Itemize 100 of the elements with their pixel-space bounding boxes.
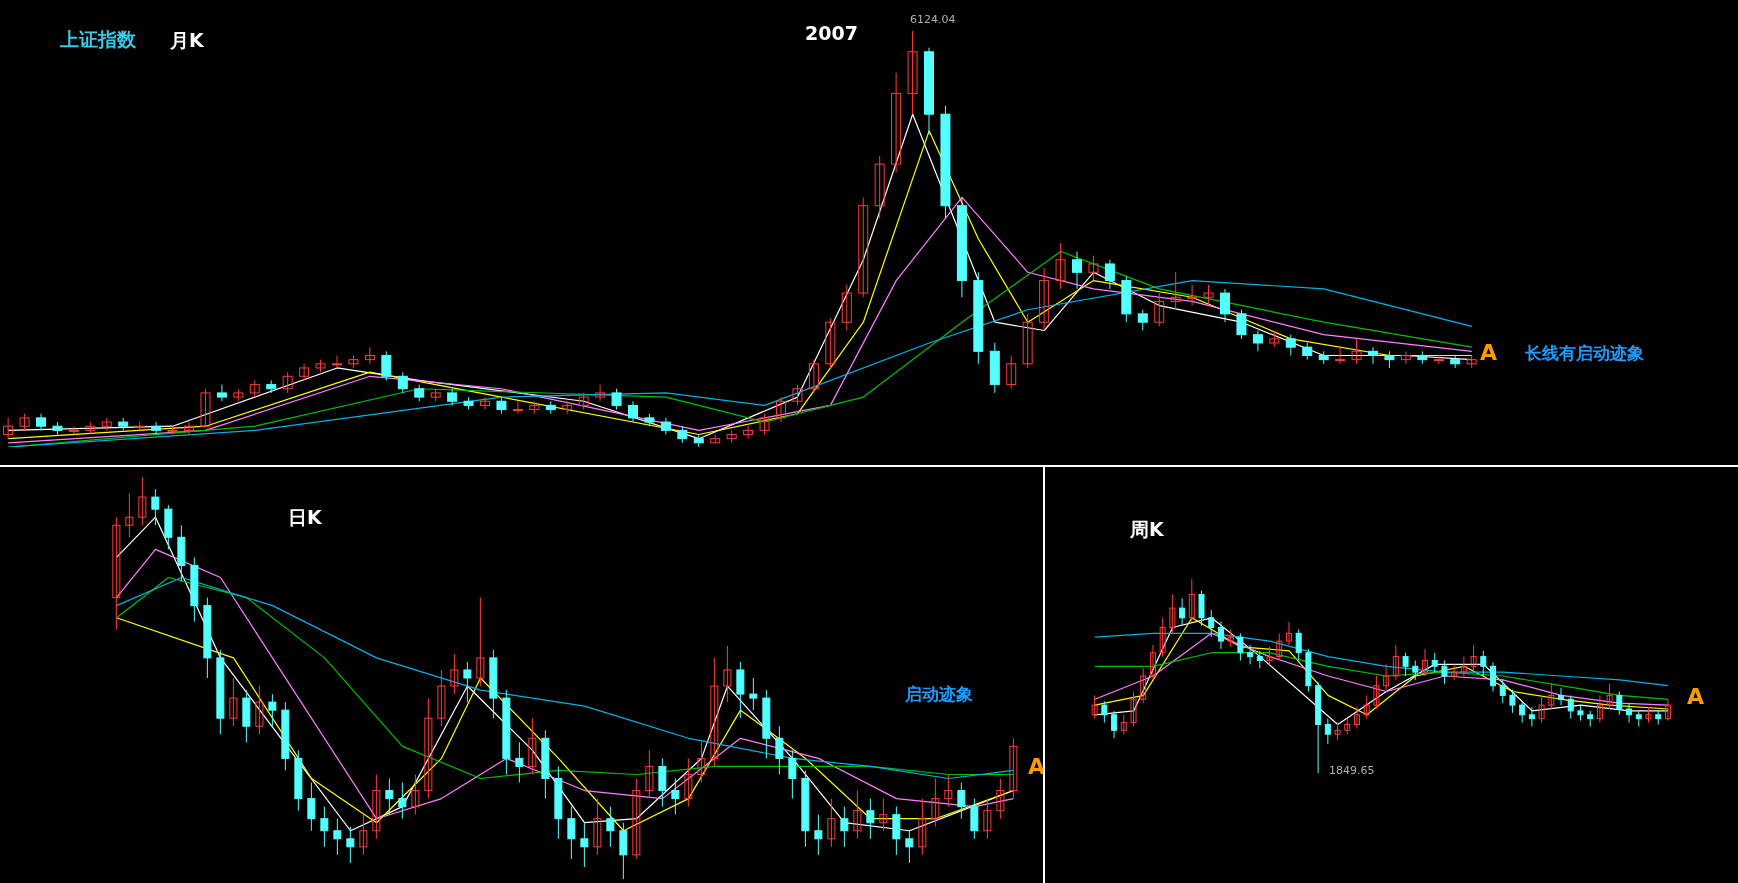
candlestick xyxy=(1368,346,1379,365)
candlestick xyxy=(1490,661,1497,693)
candlestick xyxy=(1154,292,1165,327)
candlestick xyxy=(512,400,523,415)
candlestick xyxy=(1441,659,1448,685)
candlestick xyxy=(476,597,485,687)
candlestick xyxy=(1276,632,1283,661)
candlestick xyxy=(891,72,902,173)
annotation: 2007 xyxy=(805,22,858,44)
candlestick xyxy=(788,749,797,800)
candlestick xyxy=(611,388,622,411)
candlestick xyxy=(480,396,491,411)
chart-subtitle: 月K xyxy=(170,29,204,51)
candlestick xyxy=(907,31,918,115)
text: A xyxy=(1687,684,1705,709)
candlestick xyxy=(1351,338,1362,365)
candlestick xyxy=(792,384,803,406)
candlestick xyxy=(1285,334,1296,356)
candlestick xyxy=(1198,590,1205,627)
text: A xyxy=(1480,340,1498,365)
candlestick xyxy=(858,196,869,298)
candlestick xyxy=(1237,632,1244,661)
candlestick xyxy=(606,806,615,848)
candlestick xyxy=(1499,679,1506,704)
candlestick xyxy=(1252,330,1263,352)
candlestick xyxy=(398,782,407,820)
candlestick xyxy=(229,677,238,727)
candlestick xyxy=(1088,255,1099,282)
candlestick xyxy=(1538,694,1545,724)
candlestick xyxy=(333,818,342,856)
candlestick xyxy=(697,741,706,784)
candlestick xyxy=(710,657,719,767)
annotation: 启动迹象 xyxy=(905,684,973,704)
candlestick xyxy=(628,400,639,423)
text: A xyxy=(1028,754,1046,779)
candlestick xyxy=(1220,288,1231,323)
candlestick xyxy=(1373,675,1380,710)
candlestick xyxy=(1149,644,1156,681)
candlestick xyxy=(1431,652,1438,673)
candlestick xyxy=(1383,663,1390,691)
candlestick xyxy=(1480,650,1487,677)
candlestick xyxy=(775,725,784,775)
candlestick xyxy=(671,778,680,816)
candlestick xyxy=(463,661,472,703)
candlestick xyxy=(1159,617,1166,658)
candlestick xyxy=(814,814,823,856)
candlestick xyxy=(299,363,310,381)
candlestick xyxy=(632,778,641,860)
candlestick xyxy=(1626,702,1633,724)
candlestick xyxy=(840,806,849,848)
candlestick xyxy=(184,421,195,436)
candlestick xyxy=(1130,691,1137,727)
candlestick xyxy=(1039,267,1050,332)
candlestick xyxy=(580,822,589,868)
candlestick xyxy=(397,371,408,394)
candlestick xyxy=(593,798,602,856)
candlestick xyxy=(1558,687,1565,706)
candlestick xyxy=(1208,609,1215,638)
candlestick xyxy=(529,400,540,415)
candlestick xyxy=(1169,594,1176,634)
candlestick xyxy=(808,359,819,394)
candlestick xyxy=(1203,284,1214,307)
candlestick xyxy=(364,346,375,365)
candlestick xyxy=(1091,694,1098,720)
candlestick xyxy=(372,773,381,840)
candlestick xyxy=(282,371,293,394)
candlestick xyxy=(1022,313,1033,369)
candlestick xyxy=(1236,309,1247,340)
annotation: 1849.65 xyxy=(1329,764,1375,777)
candlestick xyxy=(307,782,316,832)
candlestick xyxy=(1247,644,1254,665)
candlestick xyxy=(841,284,852,332)
candlestick xyxy=(1509,689,1516,714)
candlestick xyxy=(437,669,446,727)
candlestick xyxy=(853,790,862,840)
text: 日K xyxy=(288,506,322,528)
candlestick xyxy=(1285,621,1292,646)
candlestick xyxy=(1466,354,1477,369)
candlestick xyxy=(759,413,770,436)
candlestick xyxy=(1616,691,1623,716)
candlestick xyxy=(1137,309,1148,332)
candlestick xyxy=(918,798,927,856)
candlestick xyxy=(866,798,875,840)
candlestick xyxy=(905,830,914,864)
candlestick xyxy=(3,417,14,440)
candlestick xyxy=(1606,683,1613,710)
candlestick xyxy=(1170,271,1181,311)
candlestick xyxy=(411,773,420,816)
candlestick xyxy=(879,798,888,832)
text: 6124.04 xyxy=(910,13,956,26)
candlestick xyxy=(1664,698,1671,722)
chart-title: 周K xyxy=(1130,518,1164,540)
candlestick xyxy=(827,798,836,848)
candlestick xyxy=(1188,579,1195,623)
candlestick xyxy=(825,317,836,369)
candlestick xyxy=(515,741,524,784)
candlestick xyxy=(944,773,953,808)
candlestick xyxy=(645,749,654,800)
candlestick xyxy=(216,384,227,402)
candlestick xyxy=(776,396,787,423)
